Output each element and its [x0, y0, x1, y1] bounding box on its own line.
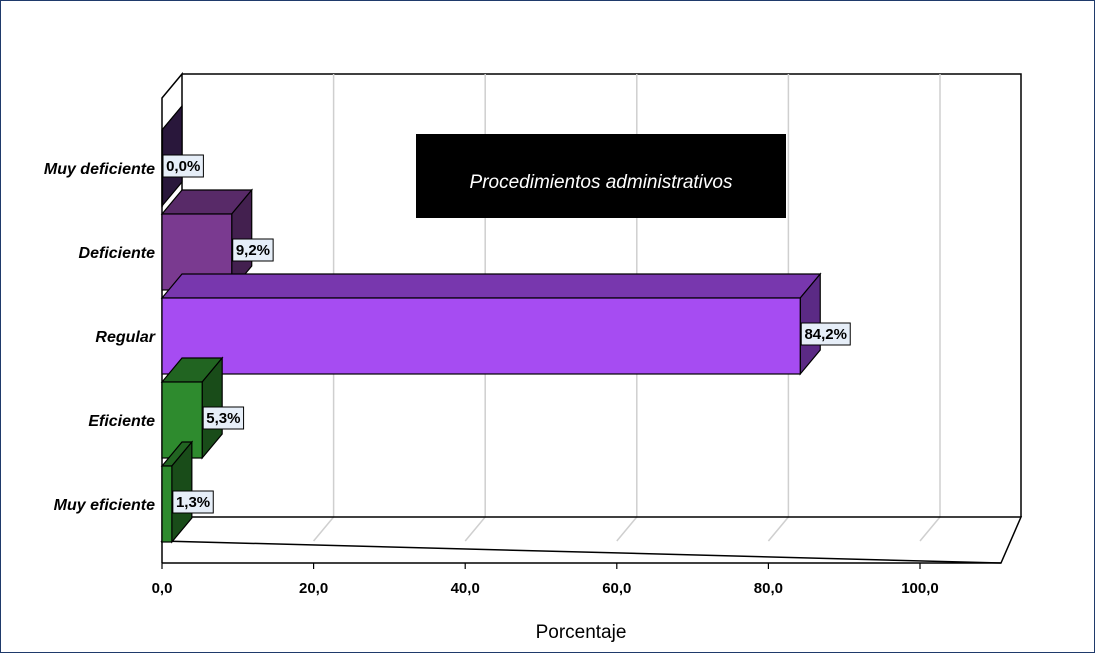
data-label-text: 1,3% [176, 494, 210, 511]
bar-top-face [160, 273, 822, 299]
gridline-floor [919, 516, 941, 542]
data-label-box [172, 490, 214, 514]
bar-front-face [161, 129, 164, 207]
x-tick-label: 0,0 [152, 580, 173, 597]
gridline-floor [464, 516, 486, 542]
bars-layer [160, 104, 822, 544]
chart-title-box: Procedimientos administrativos [416, 134, 786, 218]
category-label: Muy deficiente [44, 161, 155, 178]
data-label-box [202, 406, 245, 430]
x-tick-label: 80,0 [754, 580, 783, 597]
data-label-box [232, 238, 274, 262]
data-label-text: 5,3% [206, 410, 240, 427]
x-tick-label: 40,0 [451, 580, 480, 597]
x-tick-label: 60,0 [602, 580, 631, 597]
category-label: Eficiente [88, 413, 155, 430]
category-label: Regular [95, 329, 155, 346]
plot-back-wall [182, 73, 1022, 517]
data-label-text: 9,2% [236, 242, 270, 259]
category-labels: Muy deficiente Deficiente Regular Eficiente… [44, 161, 156, 514]
data-label-box [162, 154, 204, 178]
gridline-floor [313, 516, 335, 542]
gridline-floor [616, 516, 638, 542]
gridline-floor [767, 516, 789, 542]
category-label: Muy eficiente [54, 497, 155, 514]
data-label-text: 0,0% [166, 158, 200, 175]
category-label: Deficiente [79, 245, 156, 262]
x-tick-label: 100,0 [901, 580, 939, 597]
tick-labels: 0,0 20,0 40,0 60,0 80,0 100,0 [152, 563, 939, 597]
bar-front-face [161, 465, 173, 543]
data-label: 9,2% [232, 238, 274, 262]
data-label: 0,0% [162, 154, 204, 178]
bar [160, 272, 822, 376]
x-tick-label: 20,0 [299, 580, 328, 597]
data-labels: 0,0% 9,2% 84,2% 5,3% 1,3% [162, 154, 851, 514]
x-axis-title: Porcentaje [536, 622, 627, 643]
chart-title: Procedimientos administrativos [470, 172, 733, 193]
data-label: 84,2% [800, 322, 851, 346]
data-label-box [800, 322, 851, 346]
data-label: 5,3% [202, 406, 245, 430]
plot-floor [160, 516, 1023, 564]
data-label-text: 84,2% [804, 326, 847, 343]
bar-front-face [161, 297, 801, 375]
data-label: 1,3% [172, 490, 214, 514]
